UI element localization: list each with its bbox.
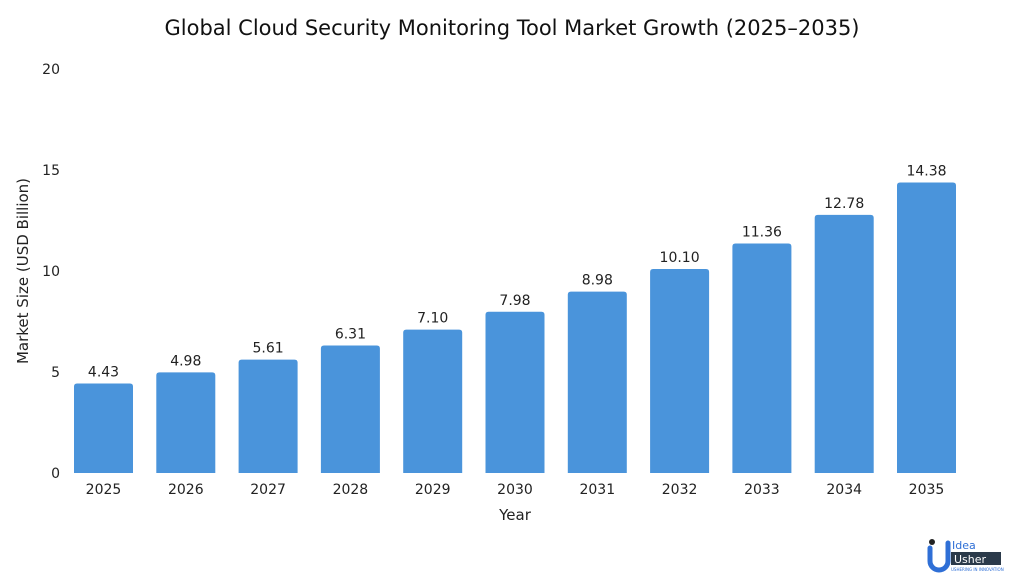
x-tick-label: 2035 bbox=[909, 482, 945, 498]
bar bbox=[403, 329, 463, 473]
data-label: 8.98 bbox=[582, 273, 613, 289]
y-tick-label: 5 bbox=[51, 365, 60, 381]
data-label: 4.98 bbox=[170, 353, 201, 369]
chart-title: Global Cloud Security Monitoring Tool Ma… bbox=[164, 16, 860, 40]
data-label: 11.36 bbox=[742, 225, 782, 241]
x-tick-label: 2033 bbox=[744, 482, 780, 498]
x-tick-label: 2028 bbox=[333, 482, 369, 498]
x-tick-label: 2034 bbox=[826, 482, 862, 498]
y-tick-label: 20 bbox=[42, 62, 60, 78]
bar bbox=[74, 383, 133, 473]
data-label: 5.61 bbox=[253, 341, 284, 357]
x-tick-label: 2031 bbox=[579, 482, 615, 498]
bar bbox=[156, 372, 216, 473]
y-tick-label: 10 bbox=[42, 264, 60, 280]
y-tick-label: 0 bbox=[51, 466, 60, 482]
bar bbox=[814, 214, 874, 473]
x-axis-label: Year bbox=[498, 506, 532, 524]
bar bbox=[485, 311, 545, 473]
data-label: 14.38 bbox=[906, 164, 946, 180]
bar bbox=[567, 291, 627, 473]
x-tick-label: 2030 bbox=[497, 482, 533, 498]
x-tick-label: 2027 bbox=[250, 482, 286, 498]
data-label: 7.98 bbox=[499, 293, 530, 309]
data-label: 6.31 bbox=[335, 327, 366, 343]
y-tick-label: 15 bbox=[42, 163, 60, 179]
data-label: 12.78 bbox=[824, 196, 864, 212]
bar bbox=[897, 182, 956, 474]
idea-usher-logo: Idea Usher USHERING IN INNOVATION bbox=[927, 539, 1004, 573]
svg-text:Usher: Usher bbox=[954, 553, 987, 566]
x-tick-label: 2029 bbox=[415, 482, 451, 498]
bar bbox=[238, 359, 298, 473]
data-label: 7.10 bbox=[417, 311, 448, 327]
data-label: 10.10 bbox=[660, 250, 700, 266]
bar bbox=[650, 268, 710, 473]
data-label: 4.43 bbox=[88, 365, 119, 381]
svg-text:Idea: Idea bbox=[952, 539, 976, 552]
bar bbox=[732, 243, 792, 473]
svg-text:USHERING IN INNOVATION: USHERING IN INNOVATION bbox=[951, 567, 1004, 572]
bar bbox=[320, 345, 380, 473]
x-tick-label: 2025 bbox=[86, 482, 122, 498]
y-axis-label: Market Size (USD Billion) bbox=[14, 178, 32, 364]
x-tick-label: 2032 bbox=[662, 482, 698, 498]
x-tick-label: 2026 bbox=[168, 482, 204, 498]
